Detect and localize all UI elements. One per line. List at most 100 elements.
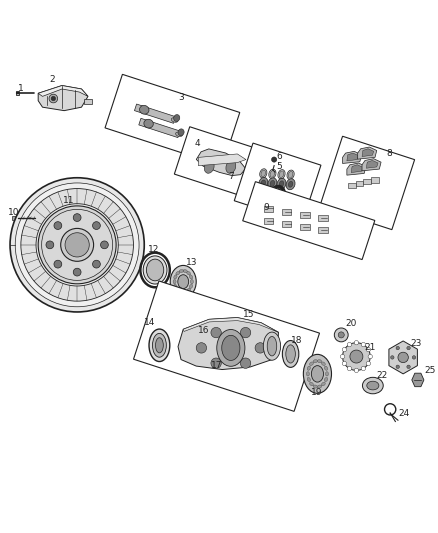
- Text: 15: 15: [243, 311, 255, 319]
- Text: 25: 25: [424, 366, 436, 375]
- Circle shape: [54, 222, 62, 230]
- Ellipse shape: [367, 381, 379, 390]
- Polygon shape: [358, 147, 377, 159]
- Ellipse shape: [283, 341, 299, 367]
- Ellipse shape: [325, 377, 328, 382]
- Circle shape: [347, 342, 352, 346]
- Ellipse shape: [143, 256, 167, 284]
- Polygon shape: [362, 159, 381, 171]
- Ellipse shape: [191, 279, 194, 284]
- Polygon shape: [139, 118, 180, 138]
- Ellipse shape: [270, 180, 275, 187]
- Ellipse shape: [286, 179, 295, 190]
- Bar: [318, 215, 328, 221]
- Ellipse shape: [307, 366, 311, 370]
- Circle shape: [347, 366, 352, 371]
- Ellipse shape: [279, 181, 284, 187]
- Ellipse shape: [270, 171, 275, 177]
- Bar: [356, 181, 363, 186]
- Text: 14: 14: [144, 318, 155, 327]
- Ellipse shape: [313, 385, 318, 388]
- Ellipse shape: [178, 129, 184, 136]
- Circle shape: [396, 365, 399, 368]
- Ellipse shape: [310, 362, 314, 366]
- Circle shape: [342, 361, 346, 366]
- Circle shape: [21, 189, 134, 301]
- Polygon shape: [347, 163, 366, 175]
- Circle shape: [340, 354, 345, 359]
- Polygon shape: [134, 104, 176, 123]
- Circle shape: [407, 346, 410, 350]
- Ellipse shape: [261, 170, 265, 177]
- Ellipse shape: [174, 275, 177, 279]
- Text: 19: 19: [311, 387, 322, 397]
- Circle shape: [255, 343, 265, 353]
- Circle shape: [211, 358, 221, 368]
- Bar: [363, 179, 371, 184]
- Text: 9: 9: [264, 203, 269, 212]
- Ellipse shape: [179, 270, 184, 273]
- Polygon shape: [174, 127, 270, 200]
- Polygon shape: [105, 74, 240, 166]
- Circle shape: [51, 96, 56, 101]
- Text: 7: 7: [228, 172, 234, 181]
- Ellipse shape: [146, 259, 164, 281]
- Ellipse shape: [310, 382, 314, 386]
- Ellipse shape: [260, 169, 267, 178]
- Ellipse shape: [288, 171, 293, 178]
- Circle shape: [38, 206, 116, 284]
- Ellipse shape: [304, 354, 332, 393]
- Ellipse shape: [170, 265, 196, 298]
- Ellipse shape: [321, 362, 325, 366]
- Ellipse shape: [277, 179, 286, 189]
- Circle shape: [42, 209, 113, 280]
- Text: 21: 21: [364, 343, 376, 352]
- Circle shape: [92, 260, 100, 268]
- Ellipse shape: [307, 372, 309, 376]
- Text: 16: 16: [198, 326, 210, 335]
- Ellipse shape: [261, 180, 265, 186]
- Circle shape: [407, 365, 410, 368]
- Polygon shape: [198, 154, 246, 166]
- Ellipse shape: [363, 377, 383, 394]
- Circle shape: [61, 229, 94, 261]
- Text: 24: 24: [399, 409, 410, 418]
- Text: 8: 8: [386, 149, 392, 158]
- Text: 2: 2: [49, 75, 55, 84]
- Polygon shape: [183, 318, 279, 332]
- Circle shape: [342, 348, 346, 352]
- Ellipse shape: [267, 336, 277, 356]
- Ellipse shape: [183, 290, 187, 294]
- Ellipse shape: [278, 169, 285, 179]
- Ellipse shape: [269, 169, 276, 179]
- Text: 18: 18: [291, 336, 302, 345]
- Circle shape: [10, 177, 144, 312]
- Bar: [318, 227, 328, 233]
- Polygon shape: [234, 143, 321, 223]
- Polygon shape: [134, 281, 319, 411]
- Circle shape: [391, 356, 394, 359]
- Circle shape: [49, 94, 58, 103]
- Ellipse shape: [155, 338, 163, 353]
- Bar: [371, 177, 379, 182]
- Text: 6: 6: [276, 151, 282, 160]
- Ellipse shape: [222, 335, 240, 360]
- Ellipse shape: [311, 366, 324, 382]
- Ellipse shape: [187, 271, 191, 275]
- Bar: [264, 218, 273, 224]
- Ellipse shape: [204, 160, 214, 173]
- Bar: [348, 182, 356, 188]
- Polygon shape: [389, 341, 417, 374]
- Circle shape: [354, 368, 359, 373]
- Polygon shape: [84, 99, 92, 104]
- Ellipse shape: [176, 288, 180, 292]
- Text: 1: 1: [18, 84, 24, 93]
- Ellipse shape: [183, 270, 187, 273]
- Circle shape: [211, 327, 221, 338]
- Circle shape: [196, 343, 207, 353]
- Bar: [300, 224, 310, 230]
- Ellipse shape: [259, 177, 268, 189]
- Ellipse shape: [318, 385, 321, 388]
- Polygon shape: [12, 216, 19, 220]
- Polygon shape: [320, 136, 415, 230]
